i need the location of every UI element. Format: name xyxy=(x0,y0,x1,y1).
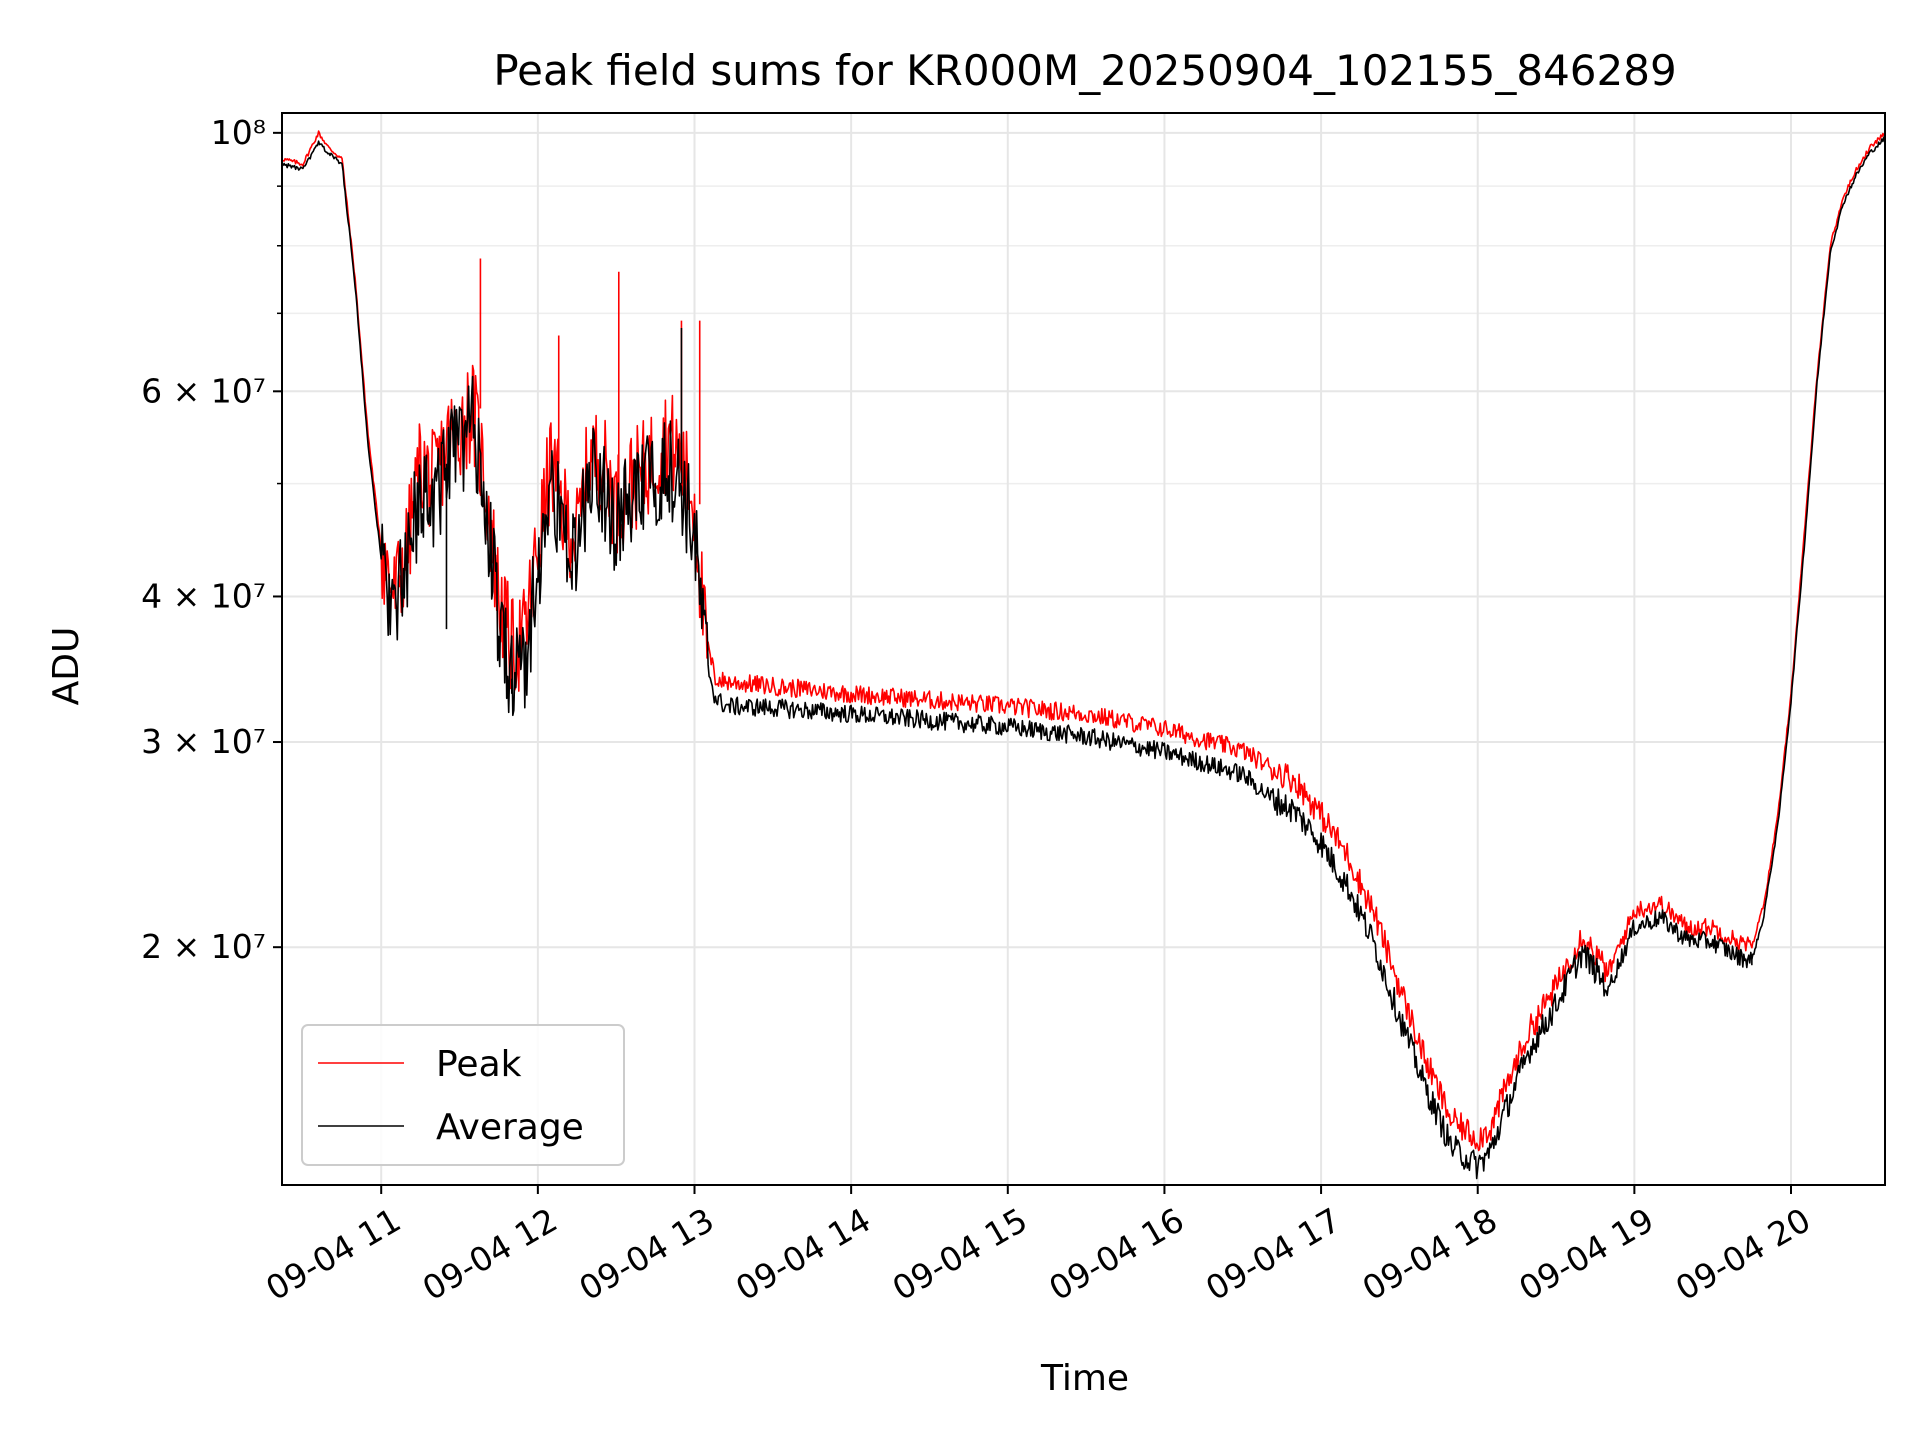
legend-label-peak: Peak xyxy=(436,1044,522,1085)
legend: Peak Average xyxy=(301,1024,625,1166)
y-tick-label: 2 × 10⁷ xyxy=(141,927,266,966)
series-line-peak xyxy=(282,130,1885,1152)
y-tick-label: 4 × 10⁷ xyxy=(141,576,266,615)
series-line-average xyxy=(282,136,1885,1180)
x-axis-label: Time xyxy=(1040,1358,1129,1399)
legend-label-average: Average xyxy=(436,1107,584,1148)
y-tick-label: 6 × 10⁷ xyxy=(141,371,266,410)
plot-area xyxy=(282,130,1885,1180)
y-tick-label: 3 × 10⁷ xyxy=(141,722,266,761)
y-tick-label: 10⁸ xyxy=(211,113,266,152)
series-group xyxy=(282,130,1885,1180)
axes-frame xyxy=(281,112,1886,1186)
y-axis-label: ADU xyxy=(46,627,87,706)
gridlines xyxy=(282,113,1885,1185)
chart-title: Peak field sums for KR000M_20250904_1021… xyxy=(493,46,1676,95)
legend-box xyxy=(301,1024,625,1166)
